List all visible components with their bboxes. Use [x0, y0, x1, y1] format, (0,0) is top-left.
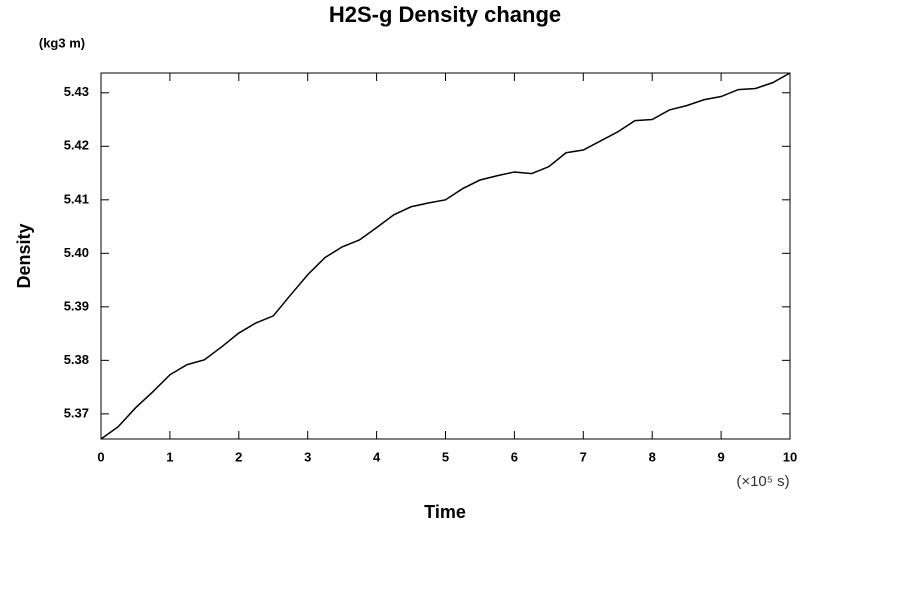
y-tick-label: 5.40 — [64, 245, 89, 260]
plot-frame — [100, 72, 791, 440]
data-line — [100, 72, 791, 440]
y-tick-label: 5.41 — [64, 191, 89, 206]
x-tick-label: 1 — [166, 449, 173, 464]
x-tick-label: 10 — [783, 449, 797, 464]
x-tick-label: 3 — [304, 449, 311, 464]
y-tick-label: 5.42 — [64, 138, 89, 153]
x-tick-label: 6 — [511, 449, 518, 464]
y-unit: (kg3 m) — [39, 35, 85, 50]
x-tick-label: 2 — [235, 449, 242, 464]
x-tick-label: 7 — [580, 449, 587, 464]
x-tick-label: 5 — [442, 449, 449, 464]
x-axis-label: Time — [424, 502, 466, 522]
x-tick-label: 9 — [717, 449, 724, 464]
y-tick-label: 5.39 — [64, 298, 89, 313]
x-tick-label: 4 — [373, 449, 381, 464]
x-tick-label: 0 — [97, 449, 104, 464]
chart-title: H2S-g Density change — [329, 2, 561, 27]
y-tick-label: 5.43 — [64, 84, 89, 99]
y-axis-label: Density — [14, 223, 34, 288]
y-tick-label: 5.37 — [64, 405, 89, 420]
y-tick-label: 5.38 — [64, 352, 89, 367]
x-unit: (×10⁵ s) — [736, 473, 789, 490]
x-tick-label: 8 — [649, 449, 656, 464]
